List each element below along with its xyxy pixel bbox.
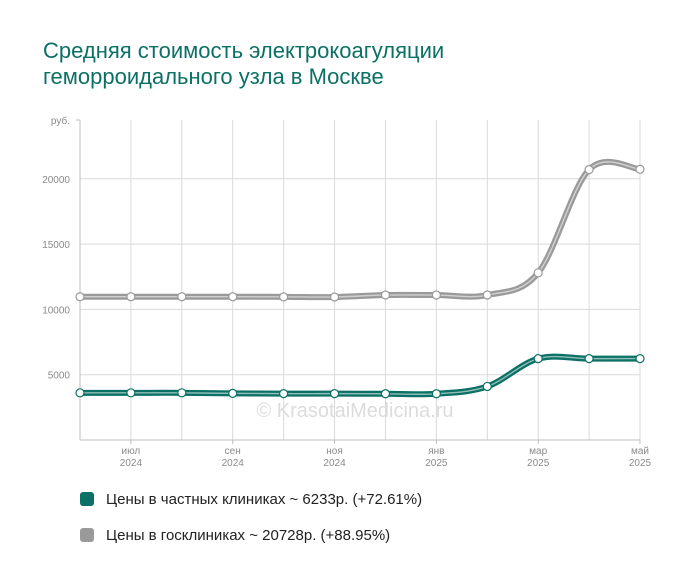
data-point-public[interactable] (75, 292, 85, 302)
series-line-highlight-private (80, 355, 641, 396)
y-tick-label: 5000 (48, 371, 71, 382)
data-point-public[interactable] (380, 290, 391, 300)
chart-title-line-1: Средняя стоимость электрокоагуляции (43, 38, 445, 63)
chart-axes: 5000100001500020000руб.июл2024сен2024ноя… (42, 115, 651, 469)
x-tick-year: 2024 (323, 458, 346, 469)
x-tick-year: 2024 (120, 458, 143, 469)
data-point-public[interactable] (431, 290, 441, 300)
data-point-public[interactable] (635, 164, 645, 174)
chart-legend: Цены в частных клиниках ~ 6233р. (+72.61… (80, 489, 680, 545)
series-line-public (77, 158, 643, 301)
legend-item-private[interactable]: Цены в частных клиниках ~ 6233р. (+72.61… (80, 489, 680, 509)
data-point-private[interactable] (380, 389, 391, 399)
series-line-private (77, 353, 643, 398)
x-tick-month: июл (122, 446, 141, 457)
data-point-private[interactable] (75, 388, 85, 398)
series-line-highlight-public (79, 161, 641, 298)
data-point-public[interactable] (482, 290, 492, 300)
legend-label-public: Цены в госклиниках ~ 20728р. (+88.95%) (106, 526, 391, 544)
y-tick-label: 15000 (42, 240, 70, 251)
data-point-private[interactable] (635, 353, 645, 364)
y-tick-label: 10000 (42, 305, 70, 316)
x-tick-year: 2025 (527, 458, 550, 469)
y-unit-label: руб. (51, 115, 70, 127)
data-point-public[interactable] (126, 292, 136, 302)
data-point-public[interactable] (279, 292, 289, 302)
legend-swatch-public (80, 528, 94, 542)
data-point-private[interactable] (584, 354, 594, 364)
x-tick-year: 2025 (425, 458, 448, 469)
data-point-private[interactable] (177, 388, 187, 398)
x-tick-year: 2025 (629, 458, 652, 469)
x-tick-month: янв (428, 446, 444, 457)
x-tick-month: сен (225, 446, 241, 457)
data-point-private[interactable] (533, 354, 543, 364)
chart-title: Средняя стоимость электрокоагуляции гемо… (43, 38, 663, 90)
data-point-private[interactable] (228, 388, 238, 398)
data-point-public[interactable] (584, 165, 594, 175)
series-points (75, 164, 645, 399)
data-point-private[interactable] (431, 389, 441, 399)
data-point-private[interactable] (126, 388, 136, 398)
x-tick-month: ноя (326, 446, 343, 457)
series-lines (77, 158, 643, 398)
chart-title-line-2: геморроидального узла в Москве (43, 64, 384, 89)
x-tick-month: май (631, 446, 649, 457)
y-tick-label: 20000 (42, 175, 70, 186)
data-point-public[interactable] (228, 292, 238, 302)
legend-item-public[interactable]: Цены в госклиниках ~ 20728р. (+88.95%) (80, 525, 680, 545)
data-point-public[interactable] (177, 292, 187, 302)
data-point-public[interactable] (329, 292, 340, 302)
legend-label-private: Цены в частных клиниках ~ 6233р. (+72.61… (106, 490, 423, 508)
chart-grid (79, 120, 641, 440)
data-point-public[interactable] (533, 268, 543, 278)
x-tick-month: мар (529, 446, 547, 457)
x-tick-year: 2024 (222, 458, 245, 469)
data-point-private[interactable] (279, 389, 289, 399)
data-point-private[interactable] (482, 381, 492, 392)
legend-swatch-private (80, 492, 94, 506)
watermark: © KrasotaiMedicina.ru (256, 400, 453, 422)
data-point-private[interactable] (329, 389, 340, 399)
